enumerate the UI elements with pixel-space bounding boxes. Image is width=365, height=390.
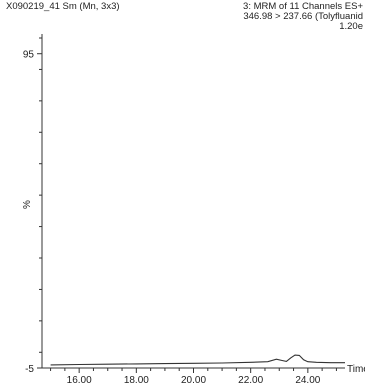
series-line <box>50 354 345 366</box>
sample-label: X090219_41 Sm (Mn, 3x3) <box>6 1 120 12</box>
x-tick-label: 18.00 <box>124 375 149 386</box>
x-tick-label: 20.00 <box>181 375 206 386</box>
x-axis-label: Time <box>347 364 365 375</box>
axes <box>41 34 345 369</box>
x-tick-label: 24.00 <box>295 375 320 386</box>
y-axis-label: % <box>22 200 33 209</box>
x-tick-label: 22.00 <box>238 375 263 386</box>
tick-labels: 16.00 18.00 20.00 22.00 24.00 95 -5% Time <box>22 50 365 386</box>
series-layer <box>50 354 345 366</box>
transition-label: 346.98 > 237.66 (Tolyfluanid <box>243 11 363 22</box>
y-tick-label: -5 <box>25 364 34 375</box>
intensity-label: 1.20e <box>339 21 363 32</box>
x-tick-label: 16.00 <box>67 375 92 386</box>
tick-marks <box>37 37 337 373</box>
function-label: 3: MRM of 11 Channels ES+ <box>243 1 363 12</box>
y-tick-label: 95 <box>23 50 35 61</box>
